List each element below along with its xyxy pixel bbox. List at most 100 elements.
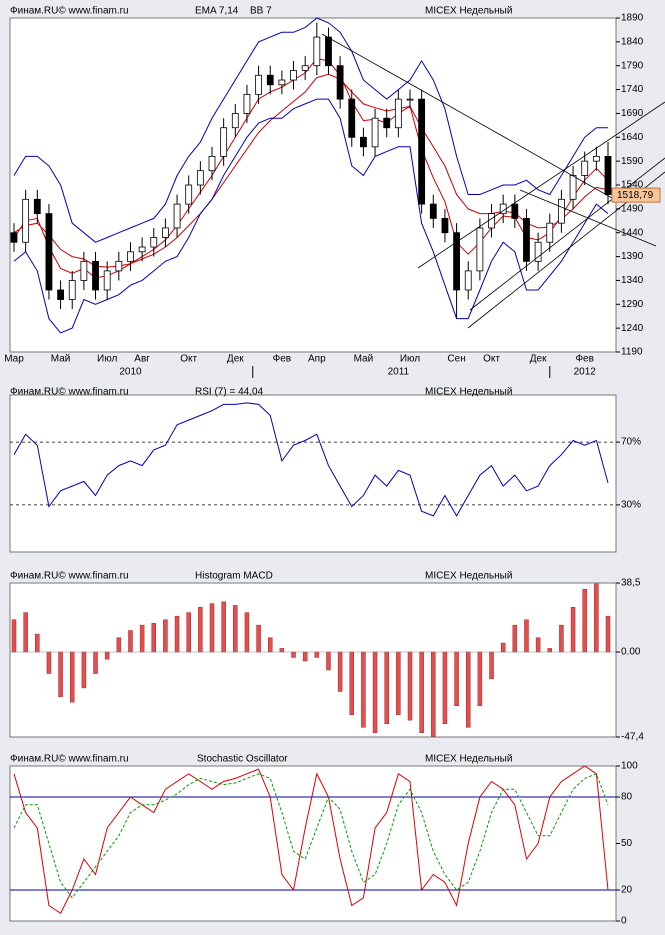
indicator-label: Stochastic Oscillator (197, 754, 288, 765)
histogram-bar (163, 619, 168, 653)
y-tick-label: 0.00 (621, 647, 641, 658)
x-tick-label: Дек (530, 354, 547, 365)
histogram-bar (442, 651, 448, 724)
histogram-bar (244, 612, 250, 653)
overlay-line (13, 73, 609, 268)
y-tick-label: 70% (621, 437, 641, 448)
histogram-bar (233, 605, 238, 653)
histogram-bar (58, 651, 63, 698)
candle-body (406, 98, 414, 101)
candle-body (115, 260, 123, 272)
histogram-bar (454, 651, 459, 707)
candle-body (476, 227, 484, 272)
source-label: Финам.RU© www.finam.ru (10, 754, 129, 765)
histogram-bar (570, 606, 576, 653)
candle-body (231, 113, 239, 129)
histogram-bar (23, 612, 28, 653)
y-tick-label: 1840 (621, 36, 644, 47)
candle-body (418, 98, 426, 205)
candle-body (511, 203, 519, 219)
histogram-bar (372, 651, 378, 733)
candle-body (138, 246, 146, 253)
candle-body (313, 36, 321, 67)
y-tick-label: 50 (621, 838, 633, 849)
source-label: Финам.RU© www.finam.ru (10, 387, 129, 398)
panel-title: MICEX Недельный (425, 571, 512, 582)
overlay-line (13, 98, 609, 334)
histogram-bar (326, 651, 331, 671)
histogram-bar (81, 651, 87, 689)
candle-body (208, 155, 216, 172)
x-tick-label: Фев (575, 354, 593, 365)
histogram-bar (11, 619, 17, 653)
histogram-bar (477, 651, 483, 707)
candle-body (185, 184, 193, 205)
x-tick-label: Авг (134, 354, 150, 365)
histogram-bar (361, 651, 366, 728)
candle-body (243, 93, 251, 114)
histogram-bar (35, 633, 40, 653)
y-tick-label: 1690 (621, 108, 644, 119)
trend-line (469, 157, 665, 311)
histogram-bar (104, 651, 110, 660)
x-tick-label: Июл (97, 354, 117, 365)
histogram-bar (500, 642, 506, 653)
candle-body (336, 65, 344, 100)
panel-title: MICEX Недельный (425, 6, 512, 17)
y-tick-label: -47,4 (621, 732, 644, 743)
candle-body (10, 232, 18, 243)
x-tick-label: Окт (483, 354, 500, 365)
histogram-bar (524, 619, 529, 653)
candle-body (546, 222, 554, 243)
histogram-bar (291, 651, 296, 658)
indicator-label: RSI (7) = 44,04 (195, 387, 264, 398)
x-tick-label: Дек (227, 354, 244, 365)
candle-body (534, 241, 542, 262)
candle-body (429, 203, 437, 219)
histogram-bar (128, 630, 133, 653)
histogram-bar (186, 612, 191, 653)
histogram-bar (198, 606, 203, 653)
indicator-label: Histogram MACD (195, 571, 273, 582)
histogram-bar (349, 651, 355, 716)
candle-body (569, 175, 577, 200)
trend-line (519, 189, 657, 247)
histogram-bar (384, 651, 389, 724)
panel-title: MICEX Недельный (425, 754, 512, 765)
candle-body (278, 79, 286, 86)
candle-body (103, 270, 111, 291)
panel-title: MICEX Недельный (425, 387, 512, 398)
x-tick-label: Май (51, 354, 71, 365)
histogram-bar (535, 637, 541, 653)
candle-body (150, 237, 158, 248)
y-tick-label: 20 (621, 885, 633, 896)
histogram-bar (302, 651, 308, 662)
histogram-bar (69, 651, 75, 703)
y-tick-label: 1190 (621, 347, 643, 358)
histogram-bar (489, 651, 494, 680)
last-price-label: 1518,79 (617, 190, 654, 201)
y-tick-label: 100 (621, 761, 638, 772)
y-tick-label: 1390 (621, 251, 644, 262)
candle-body (92, 260, 99, 291)
plot-area (9, 394, 617, 553)
histogram-bar (431, 651, 436, 737)
source-label: Финам.RU© www.finam.ru (10, 571, 129, 582)
candle-body (488, 213, 495, 229)
candle-body (464, 270, 472, 291)
candle-body (255, 74, 262, 95)
y-tick-label: 1290 (621, 299, 644, 310)
candle-body (371, 117, 379, 148)
histogram-bar (594, 583, 599, 653)
y-tick-label: 1490 (621, 203, 644, 214)
x-tick-label: Фев (273, 354, 291, 365)
x-tick-label: Июл (400, 354, 420, 365)
histogram-bar (221, 601, 226, 653)
candle-body (22, 198, 30, 243)
candle-body (57, 289, 64, 300)
candle-body (441, 217, 449, 234)
candle-body (360, 136, 367, 148)
year-label: 2011 (388, 367, 410, 378)
trend-lines (321, 33, 665, 329)
histogram-bar (93, 651, 98, 674)
